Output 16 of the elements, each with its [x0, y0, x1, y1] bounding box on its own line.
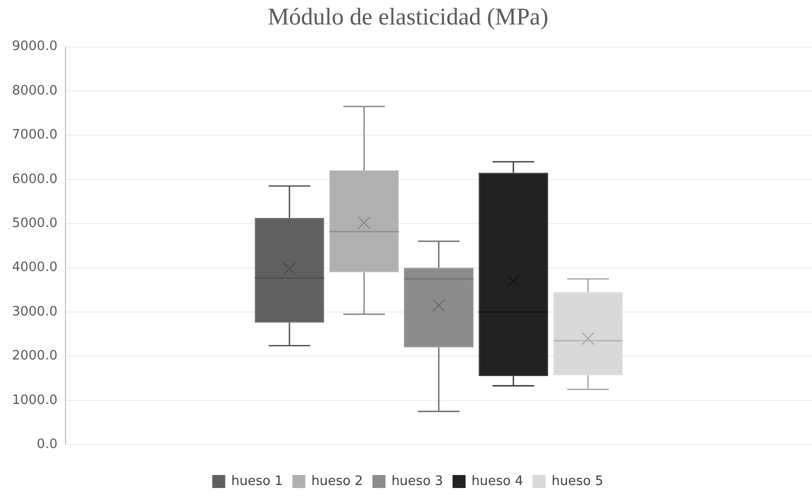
- legend-label: hueso 1: [231, 474, 283, 489]
- y-tick-label: 5000.0: [12, 216, 58, 231]
- y-tick-label: 6000.0: [12, 172, 58, 187]
- y-tick-label: 3000.0: [12, 304, 58, 320]
- y-tick-label: 0.0: [36, 436, 58, 452]
- legend-label: hueso 4: [472, 474, 524, 489]
- chart-title: Módulo de elasticidad (MPa): [268, 4, 548, 31]
- y-tick-label: 2000.0: [12, 348, 58, 364]
- y-tick-label: 4000.0: [12, 260, 58, 276]
- y-tick-label: 7000.0: [12, 128, 58, 143]
- legend-label: hueso 5: [552, 474, 604, 489]
- y-tick-label: 1000.0: [12, 392, 58, 408]
- legend-label: hueso 2: [311, 474, 363, 489]
- legend-label: hueso 3: [391, 474, 444, 489]
- y-tick-label: 8000.0: [12, 83, 58, 98]
- y-tick-label: 9000.0: [12, 39, 58, 54]
